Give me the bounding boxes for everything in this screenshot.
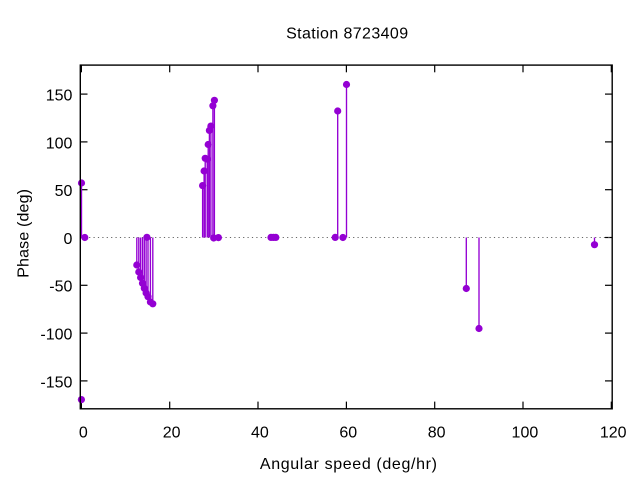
svg-text:60: 60: [339, 424, 357, 441]
svg-text:Angular speed (deg/hr): Angular speed (deg/hr): [260, 456, 437, 473]
svg-text:120: 120: [600, 424, 627, 441]
svg-text:100: 100: [512, 424, 539, 441]
svg-text:Station 8723409: Station 8723409: [286, 25, 408, 42]
svg-text:100: 100: [46, 135, 73, 152]
svg-text:40: 40: [251, 424, 269, 441]
svg-text:-100: -100: [40, 327, 72, 344]
svg-text:50: 50: [55, 183, 73, 200]
svg-text:-150: -150: [40, 374, 72, 391]
svg-text:150: 150: [46, 88, 73, 105]
svg-text:Phase (deg): Phase (deg): [15, 189, 32, 278]
svg-text:20: 20: [163, 424, 181, 441]
svg-text:0: 0: [63, 231, 72, 248]
svg-text:0: 0: [79, 424, 88, 441]
svg-text:80: 80: [428, 424, 446, 441]
svg-text:-50: -50: [49, 279, 72, 296]
